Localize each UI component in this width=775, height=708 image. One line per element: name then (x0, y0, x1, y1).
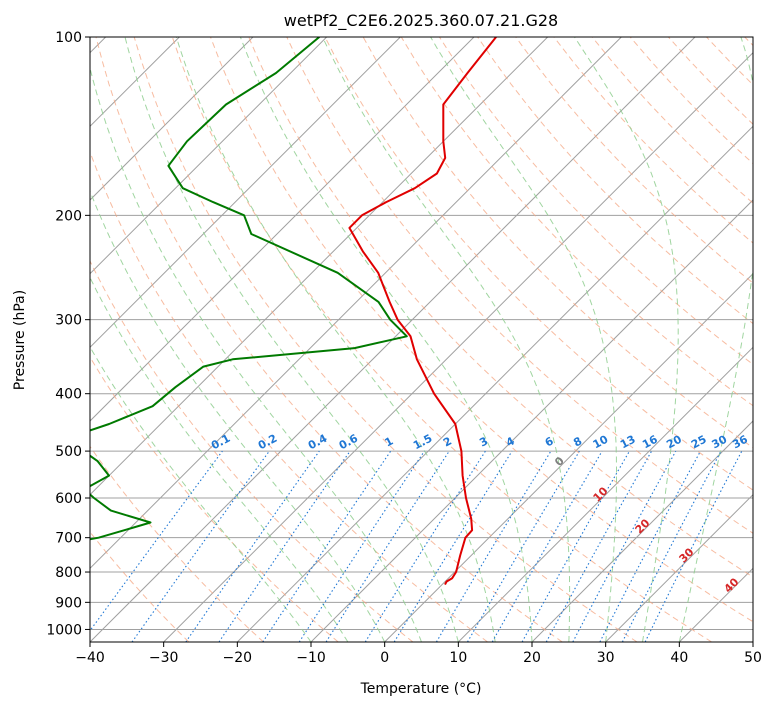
dry-adiabat-130 (515, 37, 753, 284)
mixing-ratio-line-16 (545, 450, 653, 642)
dry-adiabat-60 (248, 37, 753, 578)
x-axis-label: Temperature (°C) (360, 681, 482, 697)
mixing-ratio-line-1 (262, 450, 392, 642)
moist-adiabat-20 (239, 37, 533, 642)
mixing-ratio-label: 30 (710, 433, 730, 452)
x-tick-label: −40 (75, 650, 105, 666)
chart-title: wetPf2_C2E6.2025.360.07.21.G28 (284, 11, 558, 31)
y-tick-label: 400 (55, 387, 82, 403)
plot-frame (89, 36, 754, 643)
x-tick-label: 0 (380, 650, 389, 666)
y-tick-label: 1000 (46, 622, 82, 638)
y-tick-label: 700 (55, 531, 82, 547)
y-tick-label: 300 (55, 313, 82, 329)
y-tick-label: 100 (55, 30, 82, 46)
y-tick-label: 600 (55, 491, 82, 507)
sounding-series (90, 37, 497, 586)
isotherm--100 (90, 37, 254, 201)
dry-adiabat--10 (90, 356, 339, 642)
moist-adiabat--5 (90, 276, 349, 642)
moist-adiabat-15 (175, 37, 496, 642)
dry-adiabats (90, 37, 753, 642)
moist-adiabat-35 (574, 37, 679, 642)
dry-adiabat-30 (133, 37, 638, 642)
moist-adiabat-10 (124, 37, 459, 642)
moist-adiabat--10 (90, 345, 312, 642)
isotherm-20 (531, 420, 753, 642)
mixing-ratio-line-13 (521, 450, 630, 642)
isotherm--20 (236, 125, 753, 642)
mixing-ratio-line-1.5 (298, 450, 425, 642)
dry-adiabat-70 (286, 37, 753, 534)
dry-adiabat-20 (95, 37, 563, 642)
moist-adiabat-5 (90, 65, 422, 642)
isotherm--70 (90, 37, 475, 422)
moist-adiabat-40 (678, 37, 753, 642)
x-tick-label: 30 (597, 650, 615, 666)
adiabat-labels: 0.10.20.40.611.52346810131620253036-100-… (209, 432, 750, 596)
isotherm-0 (384, 272, 753, 642)
mixing-ratio-lines (90, 450, 743, 642)
mixing-ratio-label: 36 (730, 433, 750, 452)
mixing-ratio-label: 10 (591, 433, 611, 452)
mixing-ratio-label: 20 (664, 433, 684, 452)
moist-adiabat-30 (430, 37, 617, 642)
isotherm--90 (90, 37, 328, 275)
mixing-ratio-label: 13 (618, 433, 638, 452)
x-tick-label: −20 (223, 650, 253, 666)
mixing-ratio-label: 16 (640, 433, 660, 452)
y-tick-label: 500 (55, 444, 82, 460)
x-tick-label: −30 (149, 650, 179, 666)
mixing-ratio-line-36 (644, 450, 743, 642)
y-tick-label: 900 (55, 595, 82, 611)
dry-adiabat-40 (171, 37, 712, 642)
y-tick-label: 200 (55, 208, 82, 224)
plot-area: 0.10.20.40.611.52346810131620253036-100-… (90, 37, 753, 642)
moist-adiabat-0 (90, 189, 386, 642)
mixing-ratio-line-20 (572, 450, 677, 642)
dry-adiabat-80 (324, 37, 753, 491)
y-tick-label: 800 (55, 565, 82, 581)
moist-adiabats (90, 37, 753, 642)
isotherm-30 (605, 493, 753, 642)
mixing-ratio-line-0.4 (185, 450, 320, 642)
isotherm--30 (163, 51, 753, 642)
dry-adiabat-0 (90, 259, 414, 642)
isotherm--60 (90, 37, 549, 496)
mixing-ratio-line-0.1 (90, 450, 223, 632)
mixing-ratio-line-0.6 (218, 450, 351, 642)
x-tick-label: 20 (523, 650, 541, 666)
x-tick-label: 10 (449, 650, 467, 666)
mixing-ratio-label: 25 (689, 433, 709, 452)
moist-adiabat-25 (322, 37, 571, 642)
x-tick-label: 50 (744, 650, 762, 666)
mixing-ratio-line-2 (325, 450, 450, 642)
mixing-ratio-line-0.2 (131, 450, 270, 642)
isotherm-10 (457, 346, 753, 642)
dewpoint-line (90, 37, 408, 541)
x-tick-label: 40 (670, 650, 688, 666)
dry-adiabat--20 (90, 445, 264, 642)
x-tick-label: −10 (296, 650, 326, 666)
isotherm--50 (90, 37, 622, 570)
y-axis: 100 200 300 400 500 600 700 800 900 1000 (46, 30, 90, 638)
mixing-ratio-line-4 (393, 450, 513, 642)
y-axis-label: Pressure (hPa) (12, 290, 28, 390)
temperature-line (348, 37, 497, 586)
isotherm--80 (90, 37, 401, 349)
dry-adiabat-50 (210, 37, 753, 623)
x-axis: −40 −30 −20 −10 0 10 20 30 40 50 (75, 642, 762, 666)
